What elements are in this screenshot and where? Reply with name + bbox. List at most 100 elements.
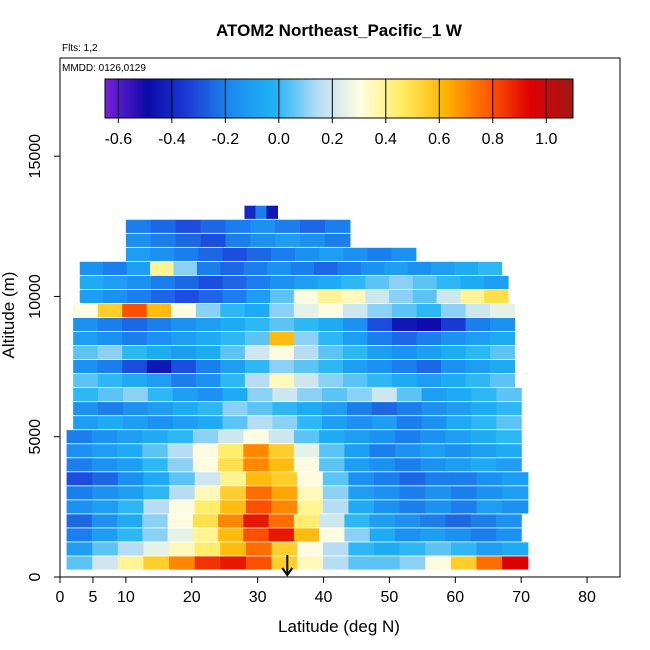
heatmap-cell [470, 444, 497, 458]
heatmap-cell [294, 247, 320, 261]
heatmap-cell [146, 345, 172, 360]
x-tick-label: 30 [249, 589, 267, 606]
heatmap-cell [476, 500, 503, 514]
heatmap-cell [103, 289, 128, 304]
heatmap-cell [446, 388, 472, 402]
heatmap-cell [117, 472, 145, 486]
y-axis-label: Altitude (m) [0, 272, 18, 359]
heatmap-cell [425, 556, 452, 570]
heatmap-cell [117, 444, 143, 458]
x-axis: 0 5 10 20 30 40 50 60 70 80 [56, 577, 596, 606]
heatmap-cell [416, 374, 442, 388]
heatmap-cell [271, 542, 298, 556]
heatmap-cell [399, 500, 426, 514]
heatmap-cell [470, 430, 497, 444]
heatmap-cell [496, 416, 522, 430]
heatmap-cell [146, 360, 172, 374]
heatmap-cell [169, 472, 196, 486]
heatmap-cell [446, 402, 472, 416]
heatmap-cell [222, 402, 248, 416]
heatmap-cell [293, 430, 320, 444]
heatmap-cell [142, 430, 169, 444]
heatmap-cell [171, 360, 197, 374]
heatmap-cell [250, 219, 276, 233]
heatmap-cell [344, 430, 371, 444]
heatmap-cell [344, 514, 371, 528]
heatmap-cell [290, 261, 315, 275]
heatmap-cell [122, 360, 148, 374]
heatmap-cell [268, 528, 295, 542]
heatmap-cell [143, 500, 170, 514]
heatmap-cell [495, 528, 522, 542]
heatmap-cell [314, 261, 339, 275]
heatmap-cell [117, 486, 145, 500]
heatmap-cell [416, 303, 442, 318]
heatmap-cell [151, 275, 176, 290]
heatmap-cell [300, 219, 326, 233]
heatmap-cell [293, 331, 320, 346]
heatmap-cell [319, 514, 345, 528]
heatmap-cell [319, 430, 345, 444]
heatmap-cell [297, 486, 324, 500]
heatmap-cell [460, 275, 485, 290]
heatmap-cell [192, 458, 219, 472]
heatmap-cell [66, 542, 93, 556]
heatmap-cell [225, 219, 251, 233]
heatmap-cell [346, 402, 373, 416]
heatmap-cell [66, 430, 93, 444]
heatmap-cell [117, 430, 143, 444]
heatmap-cell [98, 416, 124, 430]
heatmap-cell [297, 556, 324, 570]
heatmap-cell [66, 500, 93, 514]
heatmap-cell [476, 486, 503, 500]
heatmap-cell [269, 374, 295, 388]
heatmap-cell [197, 402, 224, 416]
heatmap-cell [371, 388, 398, 402]
heatmap-cell [73, 374, 99, 388]
heatmap-cell [317, 275, 343, 290]
heatmap-cell [399, 486, 426, 500]
heatmap-cell [169, 500, 196, 514]
heatmap-cell [317, 289, 343, 304]
heatmap-cell [322, 542, 350, 556]
heatmap-cell [441, 345, 467, 360]
heatmap-cell [293, 345, 320, 360]
arrow-head [281, 567, 294, 577]
heatmap-cell [246, 289, 271, 304]
heatmap-cell [66, 444, 93, 458]
heatmap-cell [197, 416, 224, 430]
heatmap-cell [220, 542, 247, 556]
heatmap-cell [450, 486, 478, 500]
heatmap-cell [425, 486, 452, 500]
heatmap-cell [247, 402, 273, 416]
heatmap-cell [441, 360, 467, 374]
heatmap-cell [450, 542, 478, 556]
heatmap-cell [369, 514, 396, 528]
heatmap-cell [195, 374, 221, 388]
heatmap-cell [436, 275, 462, 290]
heatmap-cell [169, 542, 196, 556]
x-axis-label: Latitude (deg N) [278, 617, 400, 636]
heatmap-cell [146, 317, 172, 332]
colorbar-tick-label: -0.4 [158, 131, 186, 148]
heatmap-cell [142, 528, 169, 542]
heatmap-cell [391, 303, 418, 318]
heatmap-cell [465, 360, 491, 374]
heatmap-cell [293, 289, 319, 304]
heatmap-cell [496, 388, 522, 402]
heatmap-cell [172, 388, 199, 402]
heatmap-cell [465, 331, 491, 346]
heatmap-cell [225, 233, 251, 247]
heatmap-cell [471, 388, 497, 402]
heatmap-cell [431, 261, 456, 275]
heatmap-cell [218, 514, 244, 528]
heatmap-cell [293, 303, 320, 318]
heatmap-cell [195, 360, 221, 374]
heatmap-cell [222, 388, 248, 402]
heatmap-cell [250, 233, 276, 247]
heatmap-cell [92, 472, 119, 486]
heatmap-cell [341, 275, 366, 290]
heatmap-cell [91, 430, 118, 444]
heatmap-cell [167, 458, 194, 472]
heatmap-cell [222, 275, 247, 290]
